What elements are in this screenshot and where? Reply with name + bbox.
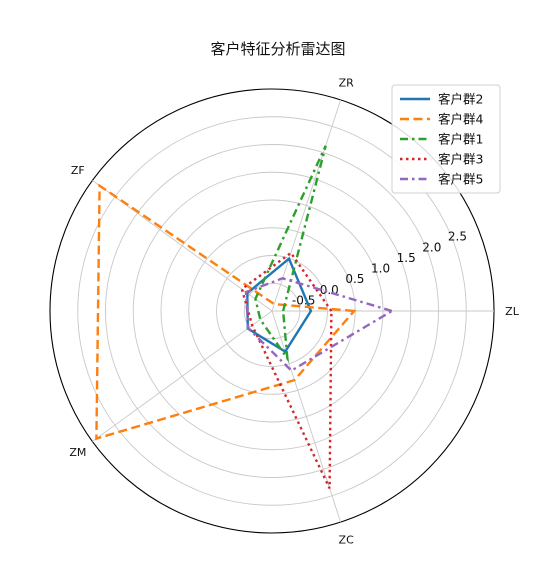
legend-label: 客户群3 <box>438 152 483 167</box>
series-line-5 <box>244 277 395 373</box>
legend-label: 客户群5 <box>438 172 483 187</box>
axis-label-zc: ZC <box>339 533 355 546</box>
series-line-2 <box>95 183 357 441</box>
axis-label-zf: ZF <box>71 164 85 177</box>
series-group <box>95 145 395 489</box>
chart-title: 客户特征分析雷达图 <box>210 40 345 58</box>
axis-labels: ZL ZR ZF ZM ZC <box>69 77 519 547</box>
legend-label: 客户群1 <box>438 132 483 147</box>
legend-label: 客户群2 <box>438 92 483 107</box>
r-tick-label: -0.5 <box>292 293 315 307</box>
axis-label-zm: ZM <box>69 446 86 459</box>
axis-label-zr: ZR <box>339 77 355 90</box>
r-tick-label: 2.5 <box>448 230 467 244</box>
r-tick-label: 1.5 <box>397 251 416 265</box>
legend-box <box>391 84 501 194</box>
r-tick-label: 1.0 <box>371 262 390 276</box>
spoke-zm <box>92 310 273 442</box>
legend: 客户群2 客户群4 客户群1 客户群3 客户群5 <box>391 84 501 194</box>
series-line-3 <box>254 145 327 363</box>
axis-label-zl: ZL <box>505 305 520 318</box>
radial-tick-labels: -0.50.00.51.01.52.02.5 <box>292 230 467 308</box>
r-tick-label: 0.5 <box>345 272 364 286</box>
legend-label: 客户群4 <box>438 112 484 127</box>
spoke-zr <box>271 99 342 312</box>
r-tick-label: 2.0 <box>422 240 441 254</box>
